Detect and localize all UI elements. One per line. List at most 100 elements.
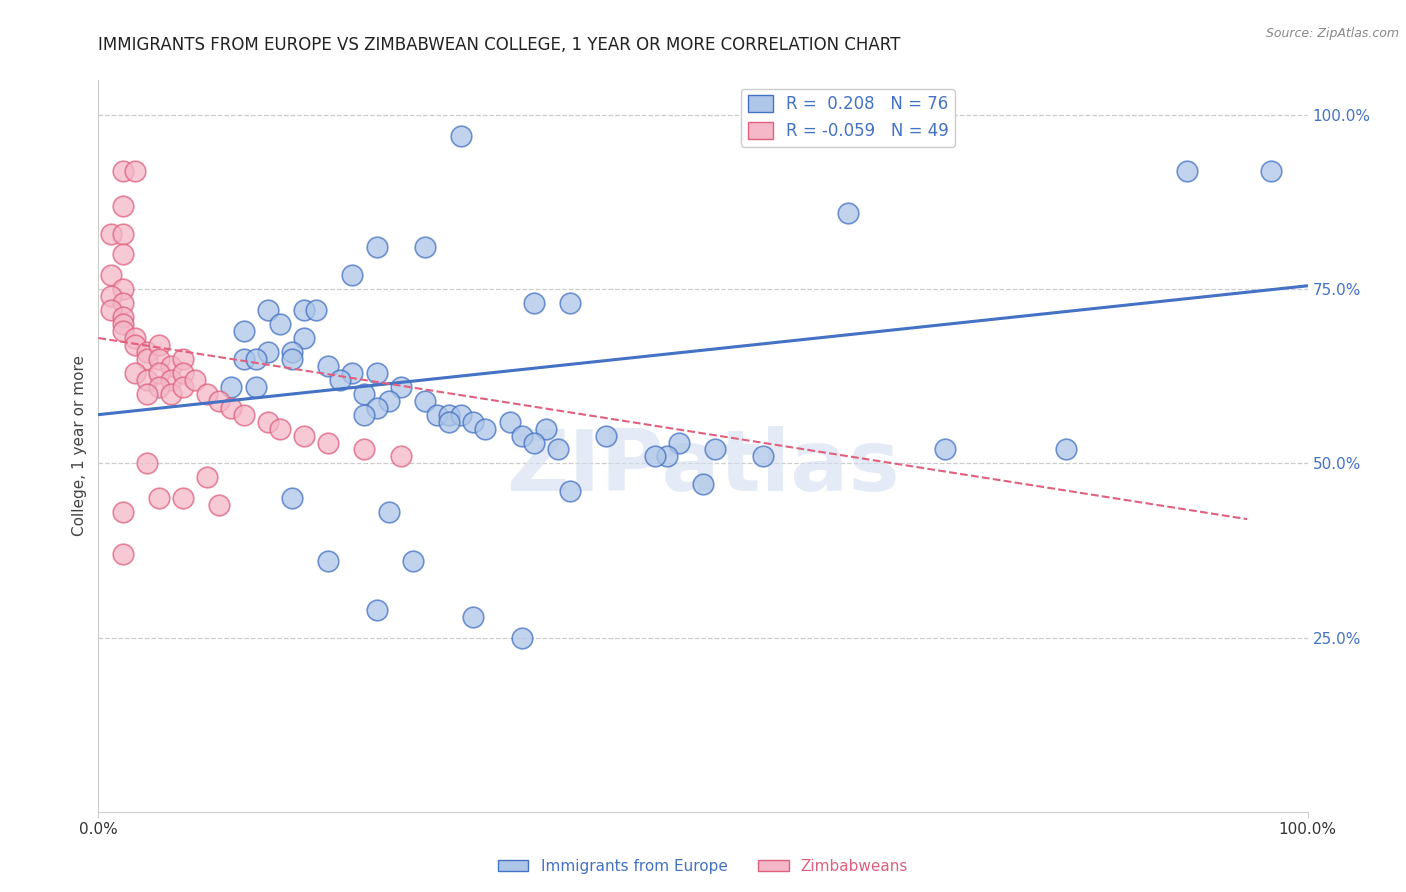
Point bbox=[329, 373, 352, 387]
Point bbox=[692, 477, 714, 491]
Point bbox=[389, 380, 412, 394]
Point bbox=[510, 631, 533, 645]
Point bbox=[547, 442, 569, 457]
Point bbox=[111, 317, 134, 331]
Point bbox=[135, 386, 157, 401]
Point bbox=[172, 380, 194, 394]
Point bbox=[111, 227, 134, 241]
Text: Source: ZipAtlas.com: Source: ZipAtlas.com bbox=[1265, 27, 1399, 40]
Point bbox=[463, 609, 485, 624]
Point bbox=[245, 380, 267, 394]
Point bbox=[402, 554, 425, 568]
Point bbox=[256, 303, 278, 318]
Point bbox=[111, 247, 134, 261]
Point bbox=[100, 289, 122, 303]
Point bbox=[837, 205, 859, 219]
Point bbox=[160, 359, 183, 373]
Point bbox=[148, 366, 170, 380]
Point bbox=[366, 366, 388, 380]
Point bbox=[558, 484, 581, 499]
Point bbox=[148, 380, 170, 394]
Point bbox=[111, 324, 134, 338]
Point bbox=[752, 450, 775, 464]
Point bbox=[256, 345, 278, 359]
Point bbox=[124, 164, 146, 178]
Point bbox=[195, 470, 218, 484]
Point bbox=[292, 428, 315, 442]
Point bbox=[353, 442, 375, 457]
Point bbox=[148, 338, 170, 352]
Point bbox=[124, 338, 146, 352]
Point bbox=[172, 351, 194, 366]
Point bbox=[148, 351, 170, 366]
Point bbox=[160, 373, 183, 387]
Point bbox=[111, 296, 134, 310]
Point bbox=[413, 240, 436, 254]
Point bbox=[148, 491, 170, 506]
Point bbox=[316, 554, 339, 568]
Point bbox=[450, 128, 472, 143]
Point bbox=[353, 386, 375, 401]
Point bbox=[111, 199, 134, 213]
Point bbox=[281, 345, 304, 359]
Point bbox=[595, 428, 617, 442]
Point bbox=[668, 435, 690, 450]
Text: IMMIGRANTS FROM EUROPE VS ZIMBABWEAN COLLEGE, 1 YEAR OR MORE CORRELATION CHART: IMMIGRANTS FROM EUROPE VS ZIMBABWEAN COL… bbox=[98, 36, 901, 54]
Point bbox=[498, 415, 520, 429]
Point bbox=[377, 505, 399, 519]
Point bbox=[523, 435, 546, 450]
Point bbox=[316, 435, 339, 450]
Point bbox=[100, 227, 122, 241]
Point bbox=[232, 408, 254, 422]
Point bbox=[232, 324, 254, 338]
Legend: Immigrants from Europe, Zimbabweans: Immigrants from Europe, Zimbabweans bbox=[492, 853, 914, 880]
Point bbox=[195, 386, 218, 401]
Point bbox=[523, 296, 546, 310]
Point bbox=[366, 240, 388, 254]
Point bbox=[100, 303, 122, 318]
Point bbox=[172, 491, 194, 506]
Point bbox=[316, 359, 339, 373]
Point bbox=[269, 421, 291, 435]
Point bbox=[292, 303, 315, 318]
Point bbox=[1260, 164, 1282, 178]
Point bbox=[245, 351, 267, 366]
Point bbox=[510, 428, 533, 442]
Point bbox=[426, 408, 449, 422]
Point bbox=[366, 603, 388, 617]
Point bbox=[111, 547, 134, 561]
Point bbox=[124, 366, 146, 380]
Point bbox=[934, 442, 956, 457]
Point bbox=[413, 393, 436, 408]
Point bbox=[292, 331, 315, 345]
Point bbox=[366, 401, 388, 415]
Point bbox=[172, 366, 194, 380]
Point bbox=[232, 351, 254, 366]
Point bbox=[100, 268, 122, 283]
Point bbox=[160, 386, 183, 401]
Y-axis label: College, 1 year or more: College, 1 year or more bbox=[72, 356, 87, 536]
Point bbox=[655, 450, 678, 464]
Point bbox=[208, 498, 231, 512]
Point bbox=[135, 351, 157, 366]
Point bbox=[111, 164, 134, 178]
Point bbox=[389, 450, 412, 464]
Point bbox=[184, 373, 207, 387]
Point bbox=[221, 401, 243, 415]
Point bbox=[111, 505, 134, 519]
Point bbox=[437, 408, 460, 422]
Point bbox=[644, 450, 666, 464]
Point bbox=[111, 310, 134, 325]
Point bbox=[450, 408, 472, 422]
Point bbox=[281, 351, 304, 366]
Point bbox=[281, 491, 304, 506]
Point bbox=[558, 296, 581, 310]
Point bbox=[1054, 442, 1077, 457]
Point bbox=[135, 373, 157, 387]
Point bbox=[342, 366, 364, 380]
Point bbox=[704, 442, 727, 457]
Point bbox=[305, 303, 328, 318]
Point bbox=[1175, 164, 1198, 178]
Point bbox=[353, 408, 375, 422]
Point bbox=[208, 393, 231, 408]
